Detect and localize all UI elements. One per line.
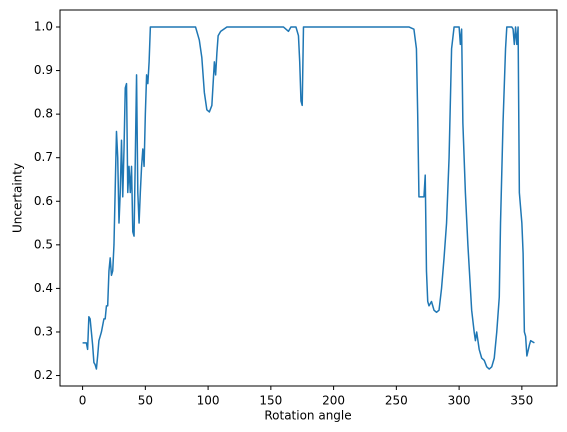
x-axis-label: Rotation angle — [264, 409, 351, 423]
y-axis-label: Uncertainty — [11, 163, 25, 233]
y-tick-label: 1.0 — [34, 19, 53, 33]
y-tick-label: 0.4 — [34, 281, 53, 295]
y-tick-label: 0.7 — [34, 150, 53, 164]
x-tick-label: 100 — [197, 394, 220, 408]
y-tick-label: 0.5 — [34, 237, 53, 251]
x-tick-label: 0 — [79, 394, 87, 408]
y-tick-label: 0.9 — [34, 63, 53, 77]
data-line — [82, 26, 535, 370]
y-tick-label: 0.6 — [34, 194, 53, 208]
y-tick-label: 0.2 — [34, 368, 53, 382]
plot-frame — [59, 9, 558, 387]
x-tick-label: 250 — [385, 394, 408, 408]
x-tick-label: 50 — [138, 394, 153, 408]
x-tick-label: 200 — [322, 394, 345, 408]
x-tick-label: 350 — [510, 394, 533, 408]
x-tick-label: 150 — [259, 394, 282, 408]
y-tick-label: 0.3 — [34, 324, 53, 338]
y-tick-label: 0.8 — [34, 107, 53, 121]
x-tick-label: 300 — [448, 394, 471, 408]
